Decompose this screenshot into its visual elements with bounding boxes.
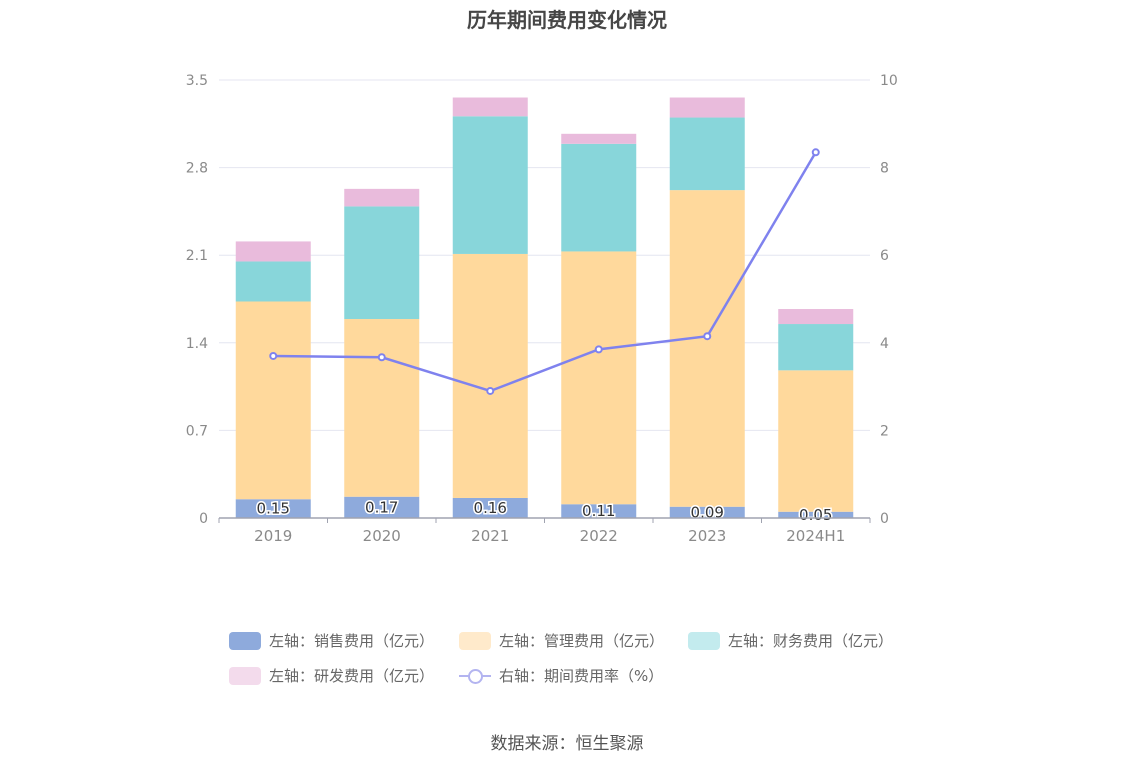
bar-segment bbox=[561, 133, 637, 144]
ratio-line-point bbox=[269, 351, 278, 360]
bar-segment bbox=[669, 97, 745, 118]
x-tick-label: 2024H1 bbox=[786, 527, 845, 545]
bar-segment bbox=[561, 504, 637, 518]
bar-segment bbox=[778, 511, 854, 518]
right-tick-label: 8 bbox=[880, 161, 889, 177]
legend-label-admin: 左轴：管理费用（亿元） bbox=[499, 632, 665, 650]
legend-item-rnd[interactable]: 左轴：研发费用（亿元） bbox=[229, 665, 434, 686]
left-tick-label: 0.7 bbox=[186, 423, 208, 439]
bar-segment bbox=[561, 251, 637, 505]
legend-swatch-sales bbox=[229, 631, 261, 650]
bar-data-label: 0.05 bbox=[799, 506, 832, 524]
legend-label-sales: 左轴：销售费用（亿元） bbox=[269, 632, 435, 650]
ratio-line-point bbox=[594, 345, 603, 354]
ratio-line-path bbox=[273, 151, 817, 393]
ratio-line-point bbox=[486, 386, 495, 395]
legend-item-admin[interactable]: 左轴：管理费用（亿元） bbox=[459, 630, 664, 651]
bar-segment bbox=[344, 496, 420, 518]
bar-data-label: 0.17 bbox=[365, 498, 398, 516]
x-tick-label: 2022 bbox=[580, 527, 618, 545]
left-tick-label: 0 bbox=[199, 511, 208, 527]
bar-data-label: 0.11 bbox=[582, 502, 615, 520]
bar-data-label: 0.15 bbox=[257, 500, 290, 518]
bar-segment bbox=[669, 506, 745, 518]
right-tick-label: 10 bbox=[880, 73, 898, 89]
left-tick-label: 2.8 bbox=[186, 161, 208, 177]
legend-swatch-rnd bbox=[229, 666, 261, 685]
x-axis: 2019 2020 2021 2022 2023 2024H1 bbox=[218, 517, 871, 545]
ratio-line-point bbox=[377, 353, 386, 362]
right-tick-label: 0 bbox=[880, 511, 889, 527]
bar-segment bbox=[669, 190, 745, 507]
x-tick-label: 2019 bbox=[254, 527, 292, 545]
bar-data-labels: 0.15 0.17 0.16 0.11 0.09 0.05 bbox=[255, 497, 834, 526]
bar-segment bbox=[561, 143, 637, 252]
bar-stacks bbox=[235, 97, 854, 518]
right-tick-label: 4 bbox=[880, 336, 889, 352]
left-axis-ticks: 0 0.7 1.4 2.1 2.8 3.5 bbox=[186, 73, 208, 527]
bar-segment bbox=[778, 370, 854, 512]
bar-segment bbox=[452, 497, 528, 518]
bar-segment bbox=[778, 309, 854, 325]
data-source: 数据来源：恒生聚源 bbox=[490, 734, 644, 754]
right-tick-label: 2 bbox=[880, 423, 889, 439]
legend-swatch-finance bbox=[688, 631, 720, 650]
right-axis-ticks: 0 2 4 6 8 10 bbox=[880, 73, 898, 527]
bar-segment bbox=[452, 253, 528, 498]
left-tick-label: 1.4 bbox=[186, 336, 208, 352]
legend-label-rnd: 左轴：研发费用（亿元） bbox=[269, 667, 435, 685]
legend-label-finance: 左轴：财务费用（亿元） bbox=[728, 632, 894, 650]
left-tick-label: 2.1 bbox=[186, 248, 208, 264]
ratio-line-point bbox=[703, 332, 712, 341]
expense-ratio-line bbox=[269, 148, 820, 395]
x-tick-label: 2023 bbox=[688, 527, 726, 545]
chart-title: 历年期间费用变化情况 bbox=[467, 8, 667, 32]
legend-label-ratio: 右轴：期间费用率（%） bbox=[499, 667, 664, 685]
x-tick-label: 2021 bbox=[471, 527, 509, 545]
legend-swatch-admin bbox=[459, 631, 491, 650]
bar-segment bbox=[344, 319, 420, 497]
legend-item-ratio[interactable]: 右轴：期间费用率（%） bbox=[459, 665, 663, 686]
left-tick-label: 3.5 bbox=[186, 73, 208, 89]
legend-line-icon bbox=[459, 667, 491, 685]
bar-segment bbox=[235, 301, 311, 500]
bar-segment bbox=[452, 116, 528, 254]
gridlines bbox=[219, 79, 870, 431]
bar-segment bbox=[344, 188, 420, 207]
bar-segment bbox=[669, 117, 745, 191]
bar-segment bbox=[235, 499, 311, 518]
legend-item-finance[interactable]: 左轴：财务费用（亿元） bbox=[688, 630, 893, 651]
bar-segment bbox=[344, 206, 420, 320]
right-tick-label: 6 bbox=[880, 248, 889, 264]
ratio-line-point bbox=[811, 148, 820, 157]
x-tick-label: 2020 bbox=[363, 527, 401, 545]
bar-segment bbox=[235, 241, 311, 262]
bar-data-label: 0.16 bbox=[474, 499, 507, 517]
bar-segment bbox=[235, 261, 311, 302]
bar-segment bbox=[452, 97, 528, 117]
bar-segment bbox=[778, 324, 854, 371]
legend-item-sales[interactable]: 左轴：销售费用（亿元） bbox=[229, 630, 434, 651]
